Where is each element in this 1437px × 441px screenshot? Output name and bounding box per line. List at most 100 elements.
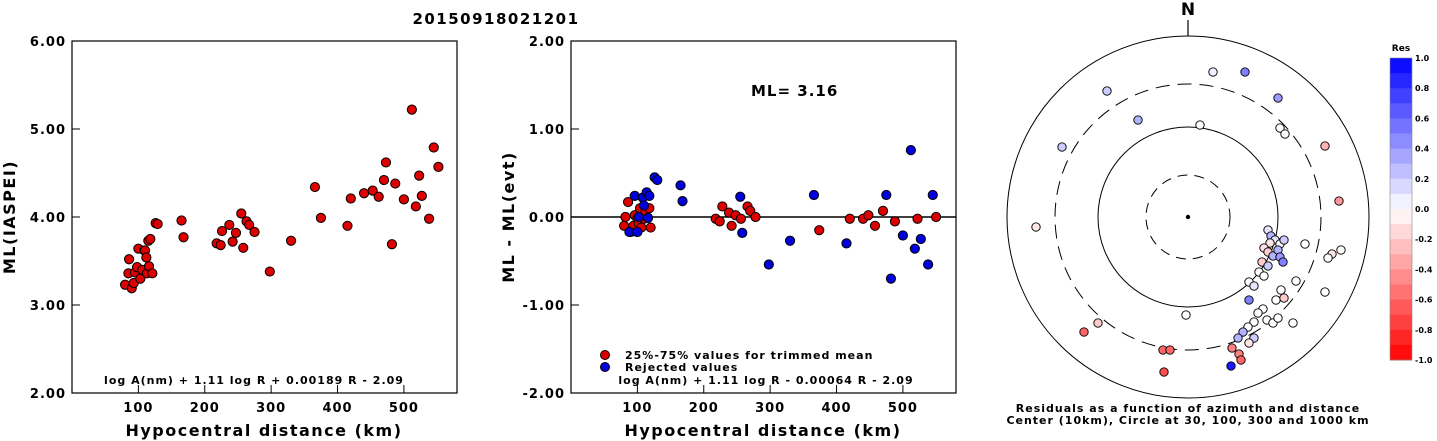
ml-x-axis-label: Hypocentral distance (km) (125, 421, 402, 440)
cd0-point-series0 (424, 213, 435, 224)
cd0-xtick-label: 300 (256, 401, 286, 416)
colorbar-tick-label: 1.0 (1415, 54, 1430, 63)
cd1-point-series1 (638, 200, 650, 211)
cd1-point-series0 (877, 205, 889, 216)
station-marker (1336, 245, 1346, 255)
cd0-point-series0 (227, 236, 238, 247)
ring-100km (1097, 126, 1279, 308)
cd0-point-series0 (123, 254, 135, 265)
cd0-ytick-label: 4.00 (30, 211, 66, 226)
colorbar-cell (1390, 58, 1412, 74)
cd0-point-series0 (410, 201, 421, 212)
station-marker (1323, 253, 1333, 263)
station-marker (1291, 276, 1301, 286)
colorbar-tick-label: -0.2 (1415, 235, 1433, 244)
colorbar-cell (1390, 73, 1412, 89)
cd0-point-series0 (224, 219, 235, 231)
cd0-point-series0 (236, 208, 247, 219)
legend-marker-rejected (600, 362, 610, 372)
station-marker (1288, 318, 1298, 328)
colorbar-cell (1390, 269, 1412, 285)
colorbar-cell (1390, 88, 1412, 104)
cd0-point-series0 (230, 227, 242, 238)
cd1-point-series0 (620, 211, 631, 223)
colorbar-cell (1390, 254, 1412, 270)
station-marker (1278, 257, 1288, 267)
cd0-point-series0 (433, 161, 444, 172)
station-marker (1320, 141, 1330, 151)
cd1-xtick-label: 400 (821, 401, 851, 416)
station-marker (1273, 93, 1283, 103)
ring-300km (1054, 83, 1322, 351)
colorbar-cell (1390, 163, 1412, 180)
ring-30km (1145, 174, 1231, 260)
cd1-point-series1 (841, 238, 852, 249)
station-marker (1226, 361, 1236, 371)
cd1-point-series0 (645, 222, 656, 233)
station-marker (1227, 343, 1237, 353)
cd0-point-series0 (398, 194, 409, 205)
cd0-point-series0 (342, 220, 353, 231)
cd0-point-series0 (309, 181, 321, 193)
cd1-point-series0 (844, 213, 855, 224)
cd1-point-series1 (784, 235, 796, 246)
station-marker (1093, 318, 1103, 328)
cd0-point-series0 (373, 191, 384, 202)
residual-formula: log A(nm) + 1.11 log R - 0.00064 R - 2.0… (618, 374, 913, 387)
station-marker (1236, 355, 1246, 365)
cd0-point-series0 (380, 157, 392, 168)
station-marker (1265, 238, 1275, 248)
colorbar-cell (1390, 314, 1412, 331)
cd1-xtick-label: 500 (888, 401, 918, 416)
cd0-point-series0 (141, 252, 152, 263)
station-marker (1253, 308, 1263, 318)
colorbar-cell (1390, 133, 1412, 149)
cd1-point-series1 (735, 191, 746, 202)
cd1-point-series1 (808, 189, 820, 201)
cd0-ytick-label: 6.00 (30, 35, 66, 50)
colorbar-cell (1390, 178, 1412, 195)
cd1-point-series1 (675, 180, 686, 191)
residual-vs-distance-panel: -2.00 -1.00 0.00 1.00 2.00 100 200 300 400 500 ML… (499, 35, 957, 440)
station-marker (1031, 222, 1041, 232)
cd1-xtick-label: 100 (622, 401, 652, 416)
station-marker (1195, 120, 1205, 130)
colorbar-title: Res (1392, 44, 1410, 54)
cd0-xtick-label: 500 (389, 401, 419, 416)
cd0-point-series0 (176, 215, 187, 226)
colorbar-tick-label: -1.0 (1415, 356, 1433, 365)
colorbar-cell (1390, 103, 1412, 119)
station-marker (1159, 367, 1169, 377)
cd0-point-series0 (178, 232, 189, 243)
colorbar-tick-label: -0.6 (1415, 296, 1433, 305)
cd0-point-series0 (264, 266, 275, 277)
legend: 25%-75% values for trimmed mean Rejected… (600, 349, 872, 374)
cd0-point-series0 (152, 218, 163, 230)
colorbar-tick-label: 0.0 (1415, 205, 1430, 214)
station-marker (1320, 287, 1330, 297)
cd0-xtick-label: 100 (123, 401, 153, 416)
cd1-point-series1 (905, 145, 916, 156)
cd1-point-series0 (889, 216, 901, 227)
cd0-xtick-label: 400 (322, 401, 352, 416)
cd1-ytick-label: -1.00 (523, 299, 565, 314)
cd0-point-series0 (145, 233, 156, 245)
legend-marker-trimmed (600, 350, 610, 360)
colorbar-frame (1389, 57, 1413, 361)
cd0-point-series0 (406, 104, 417, 115)
cd1-point-series1 (923, 259, 934, 270)
cd1-point-series1 (909, 243, 920, 254)
ring-1000km (1006, 35, 1370, 399)
cd1-point-series1 (763, 259, 774, 270)
colorbar-cell (1390, 148, 1412, 165)
cd1-point-series1 (644, 190, 655, 201)
cd0-point-series0 (215, 240, 226, 251)
colorbar-cell (1390, 118, 1412, 134)
cd1-point-series0 (912, 213, 923, 224)
station-marker (1280, 129, 1290, 139)
station-marker (1238, 327, 1248, 337)
cd1-point-series0 (750, 211, 761, 223)
station-marker (1263, 261, 1273, 271)
cd1-point-series0 (622, 196, 634, 208)
station-marker (1181, 310, 1191, 320)
